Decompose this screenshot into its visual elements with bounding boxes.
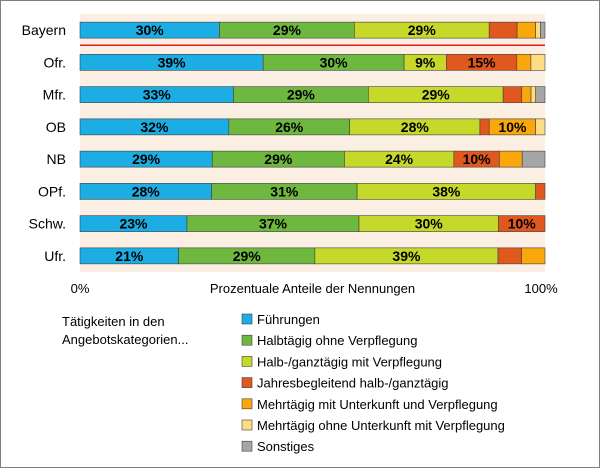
bar-nb-series-6: [521, 150, 546, 168]
data-label-opf-series-2: 38%: [432, 183, 461, 199]
data-label-ob-series-4: 10%: [498, 119, 527, 135]
data-label-opf-series-0: 28%: [132, 183, 161, 199]
category-label-schw: Schw.: [29, 216, 66, 232]
data-label-ufr-series-2: 39%: [392, 248, 421, 264]
legend-swatch-4: [241, 398, 253, 410]
bar-nb-series-4: [499, 150, 523, 168]
legend-label-2: Halb-/ganztägig mit Verpflegung: [257, 354, 442, 369]
data-label-ofr-series-2: 9%: [415, 54, 436, 70]
bar-ob-series-3: [479, 118, 490, 136]
bar-opf-series-3: [535, 183, 546, 200]
data-label-bayern-series-2: 29%: [408, 22, 437, 38]
legend-label-0: Führungen: [257, 312, 320, 327]
legend-label-1: Halbtägig ohne Verpflegung: [257, 333, 417, 348]
category-label-ob: OB: [46, 119, 66, 135]
bar-bayern-series-3: [488, 21, 518, 39]
bar-mfr-series-4: [521, 86, 532, 103]
bar-mfr-series-5: [530, 86, 536, 103]
data-label-ob-series-0: 32%: [140, 119, 169, 135]
data-label-bayern-series-0: 30%: [136, 22, 165, 38]
data-label-schw-series-1: 37%: [259, 216, 288, 232]
bar-bayern-series-6: [540, 21, 546, 39]
bar-mfr-series-6: [535, 86, 546, 103]
data-label-nb-series-1: 29%: [264, 151, 293, 167]
data-label-mfr-series-0: 33%: [143, 87, 172, 103]
legend-label-5: Mehrtägig ohne Unterkunft mit Verpflegun…: [257, 418, 505, 433]
data-label-ufr-series-0: 21%: [115, 248, 144, 264]
category-label-opf: OPf.: [38, 183, 66, 199]
bar-ofr-series-4: [516, 54, 532, 71]
x-tick-label-100: 100%: [524, 281, 558, 296]
data-label-bayern-series-1: 29%: [273, 22, 302, 38]
category-label-ufr: Ufr.: [44, 248, 66, 264]
category-label-nb: NB: [47, 151, 66, 167]
bar-mfr-series-3: [502, 86, 523, 103]
bar-bayern-series-4: [516, 21, 536, 39]
bars-group: 30% 29% 29% 39% 30% 9% 15% 33% 29% 29% 32% 26% 28% 10…: [79, 21, 546, 265]
legend-label-3: Jahresbegleitend halb-/ganztägig: [257, 376, 449, 391]
bar-schw-series-3: [498, 215, 546, 232]
legend-label-6: Sonstiges: [257, 439, 315, 454]
legend: Führungen Halbtägig ohne Verpflegung Halb-…: [241, 312, 505, 454]
data-label-ob-series-1: 26%: [275, 119, 304, 135]
legend-swatch-6: [241, 440, 253, 452]
data-label-nb-series-2: 24%: [385, 151, 414, 167]
legend-swatch-1: [241, 334, 253, 346]
bar-ufr-series-4: [521, 247, 546, 265]
legend-title-line-2: Angebotskategorien...: [62, 332, 188, 347]
legend-swatch-5: [241, 419, 253, 431]
data-label-nb-series-3: 10%: [463, 151, 492, 167]
legend-swatch-0: [241, 313, 253, 325]
plot-area: [80, 14, 545, 272]
data-label-ofr-series-0: 39%: [158, 54, 187, 70]
category-label-ofr: Ofr.: [43, 54, 66, 70]
bar-ob-series-5: [535, 118, 546, 136]
data-label-ofr-series-3: 15%: [468, 54, 497, 70]
data-label-opf-series-1: 31%: [270, 183, 299, 199]
category-labels: Bayern Ofr. Mfr. OB NB OPf. Schw. Ufr.: [22, 22, 66, 264]
data-label-ofr-series-1: 30%: [320, 54, 349, 70]
legend-label-4: Mehrtägig mit Unterkunft und Verpflegung: [257, 397, 498, 412]
data-label-ob-series-2: 28%: [401, 119, 430, 135]
data-label-schw-series-2: 30%: [415, 216, 444, 232]
data-label-mfr-series-1: 29%: [287, 87, 316, 103]
x-tick-label-0: 0%: [71, 281, 90, 296]
legend-swatch-2: [241, 356, 253, 367]
data-label-nb-series-0: 29%: [132, 151, 161, 167]
data-label-mfr-series-2: 29%: [422, 87, 451, 103]
x-axis-title: Prozentuale Anteile der Nennungen: [210, 281, 415, 296]
category-label-mfr: Mfr.: [43, 87, 66, 103]
legend-swatch-3: [241, 377, 253, 388]
bar-bayern-series-5: [535, 21, 541, 39]
data-label-schw-series-0: 23%: [119, 216, 148, 232]
data-label-schw-series-3: 10%: [508, 216, 537, 232]
bar-ofr-series-5: [530, 54, 546, 71]
legend-title: Tätigkeiten in den Angebotskategorien...: [62, 314, 188, 347]
legend-title-line-1: Tätigkeiten in den: [62, 314, 165, 329]
category-label-bayern: Bayern: [22, 22, 66, 38]
bar-ufr-series-3: [497, 247, 522, 265]
data-label-ufr-series-1: 29%: [233, 248, 262, 264]
